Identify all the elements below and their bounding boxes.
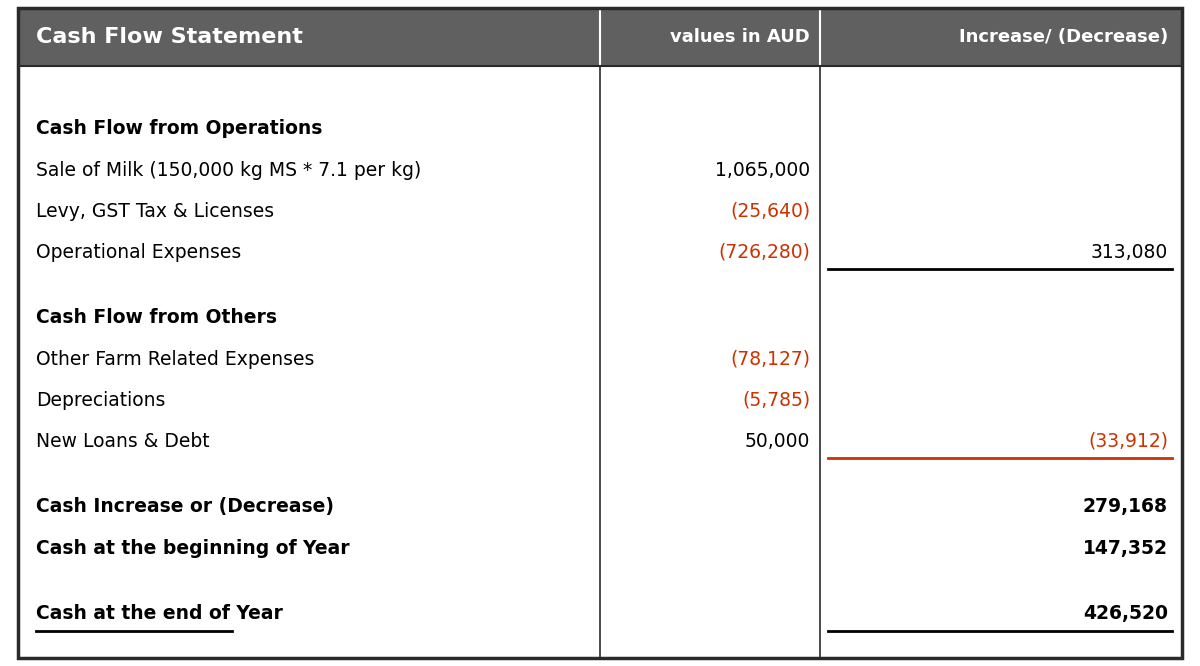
Text: Cash at the beginning of Year: Cash at the beginning of Year	[36, 539, 349, 557]
Text: Sale of Milk (150,000 kg MS * 7.1 per kg): Sale of Milk (150,000 kg MS * 7.1 per kg…	[36, 161, 421, 180]
Text: 50,000: 50,000	[745, 432, 810, 451]
Text: Increase/ (Decrease): Increase/ (Decrease)	[959, 28, 1168, 46]
Text: Cash at the end of Year: Cash at the end of Year	[36, 604, 283, 623]
Text: Cash Flow from Others: Cash Flow from Others	[36, 308, 277, 328]
Text: 279,168: 279,168	[1084, 498, 1168, 516]
Text: (5,785): (5,785)	[742, 391, 810, 410]
Text: (726,280): (726,280)	[718, 242, 810, 262]
Text: Depreciations: Depreciations	[36, 391, 166, 410]
Text: New Loans & Debt: New Loans & Debt	[36, 432, 210, 451]
Text: 313,080: 313,080	[1091, 242, 1168, 262]
Text: (25,640): (25,640)	[730, 202, 810, 220]
Text: Operational Expenses: Operational Expenses	[36, 242, 241, 262]
Text: values in AUD: values in AUD	[671, 28, 810, 46]
Text: 1,065,000: 1,065,000	[715, 161, 810, 180]
Text: Cash Flow from Operations: Cash Flow from Operations	[36, 119, 323, 139]
Text: 147,352: 147,352	[1084, 539, 1168, 557]
Text: (33,912): (33,912)	[1088, 432, 1168, 451]
Text: Other Farm Related Expenses: Other Farm Related Expenses	[36, 350, 314, 368]
Text: 426,520: 426,520	[1084, 604, 1168, 623]
Text: Cash Flow Statement: Cash Flow Statement	[36, 27, 302, 47]
Text: (78,127): (78,127)	[730, 350, 810, 368]
Bar	[18, 8, 1182, 66]
Text: Cash Increase or (Decrease): Cash Increase or (Decrease)	[36, 498, 334, 516]
Text: Levy, GST Tax & Licenses: Levy, GST Tax & Licenses	[36, 202, 274, 220]
